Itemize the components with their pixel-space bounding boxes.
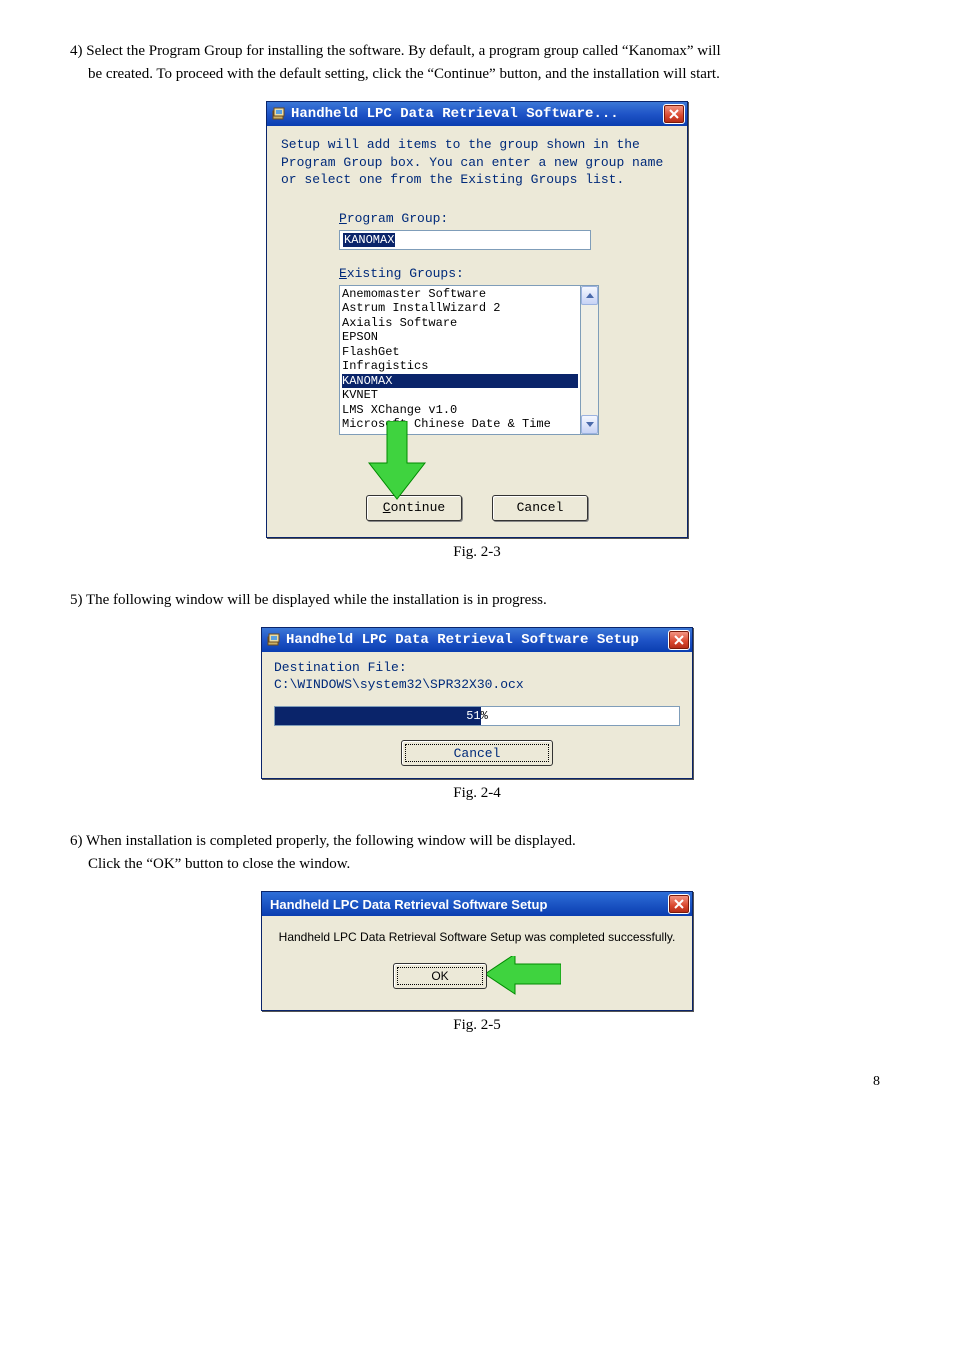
ok-button[interactable]: OK (393, 963, 487, 989)
progress-dialog: Handheld LPC Data Retrieval Software Set… (261, 627, 693, 779)
ok-label: OK (431, 969, 448, 983)
scroll-up-button[interactable] (581, 286, 598, 305)
step4-line2: be created. To proceed with the default … (70, 63, 720, 86)
cancel-label: Cancel (454, 746, 501, 761)
list-item[interactable]: Anemomaster Software (342, 287, 578, 302)
figure-2-3-caption: Fig. 2-3 (70, 544, 884, 561)
step4-text: 4) Select the Program Group for installi… (70, 40, 884, 85)
cancel-label: Cancel (517, 500, 564, 515)
cancel-button[interactable]: Cancel (492, 495, 588, 521)
step6-line2: Click the “OK” button to close the windo… (70, 853, 350, 876)
list-item[interactable]: Astrum InstallWizard 2 (342, 301, 578, 316)
step6-text: 6) When installation is completed proper… (70, 830, 884, 875)
success-dialog: Handheld LPC Data Retrieval Software Set… (261, 891, 693, 1011)
cancel-button[interactable]: Cancel (401, 740, 553, 766)
listbox-scrollbar[interactable] (580, 285, 599, 435)
green-arrow-icon (481, 956, 561, 996)
scroll-down-button[interactable] (581, 415, 598, 434)
titlebar: Handheld LPC Data Retrieval Software Set… (262, 892, 692, 916)
program-group-input[interactable]: KANOMAX (339, 230, 591, 250)
installer-icon (266, 632, 282, 648)
destination-file-label: Destination File: (274, 660, 680, 675)
continue-underline: C (383, 500, 391, 515)
list-item[interactable]: Infragistics (342, 359, 578, 374)
titlebar: Handheld LPC Data Retrieval Software Set… (262, 628, 692, 652)
page-number: 8 (70, 1074, 880, 1090)
figure-2-4-caption: Fig. 2-4 (70, 785, 884, 802)
existing-groups-label: Existing Groups: (339, 266, 673, 281)
list-item[interactable]: LMS XChange v1.0 (342, 403, 578, 418)
progress-percent: 51% (466, 709, 488, 723)
dialog1-intro: Setup will add items to the group shown … (281, 136, 673, 189)
list-item[interactable]: KANOMAX (342, 374, 578, 389)
titlebar: Handheld LPC Data Retrieval Software... (267, 102, 687, 126)
step4-line1: 4) Select the Program Group for installi… (70, 43, 721, 59)
program-group-label: Program Group: (339, 211, 673, 226)
figure-2-5-caption: Fig. 2-5 (70, 1017, 884, 1034)
dialog1-title: Handheld LPC Data Retrieval Software... (291, 106, 663, 122)
step6-line1: 6) When installation is completed proper… (70, 833, 576, 849)
destination-file-path: C:\WINDOWS\system32\SPR32X30.ocx (274, 677, 680, 692)
close-button[interactable] (668, 630, 690, 650)
list-item[interactable]: Axialis Software (342, 316, 578, 331)
dialog2-title: Handheld LPC Data Retrieval Software Set… (286, 632, 668, 648)
progress-bar: 51% (274, 706, 680, 726)
success-message: Handheld LPC Data Retrieval Software Set… (274, 930, 680, 944)
close-button[interactable] (668, 894, 690, 914)
dialog3-title: Handheld LPC Data Retrieval Software Set… (270, 897, 668, 912)
existing-groups-listbox[interactable]: Anemomaster SoftwareAstrum InstallWizard… (339, 285, 580, 435)
step5-text: 5) The following window will be displaye… (70, 589, 884, 612)
progress-fill (275, 707, 481, 725)
green-arrow-icon (367, 421, 437, 501)
pg-label-rest: rogram Group: (347, 211, 448, 226)
installer-icon (271, 106, 287, 122)
pg-label-underline: P (339, 211, 347, 226)
list-item[interactable]: EPSON (342, 330, 578, 345)
eg-label-underline: E (339, 266, 347, 281)
list-item[interactable]: FlashGet (342, 345, 578, 360)
close-button[interactable] (663, 104, 685, 124)
list-item[interactable]: KVNET (342, 388, 578, 403)
program-group-value: KANOMAX (343, 233, 395, 247)
program-group-dialog: Handheld LPC Data Retrieval Software... … (266, 101, 688, 538)
scroll-track[interactable] (581, 305, 598, 415)
eg-label-rest: xisting Groups: (347, 266, 464, 281)
continue-rest: ontinue (391, 500, 446, 515)
